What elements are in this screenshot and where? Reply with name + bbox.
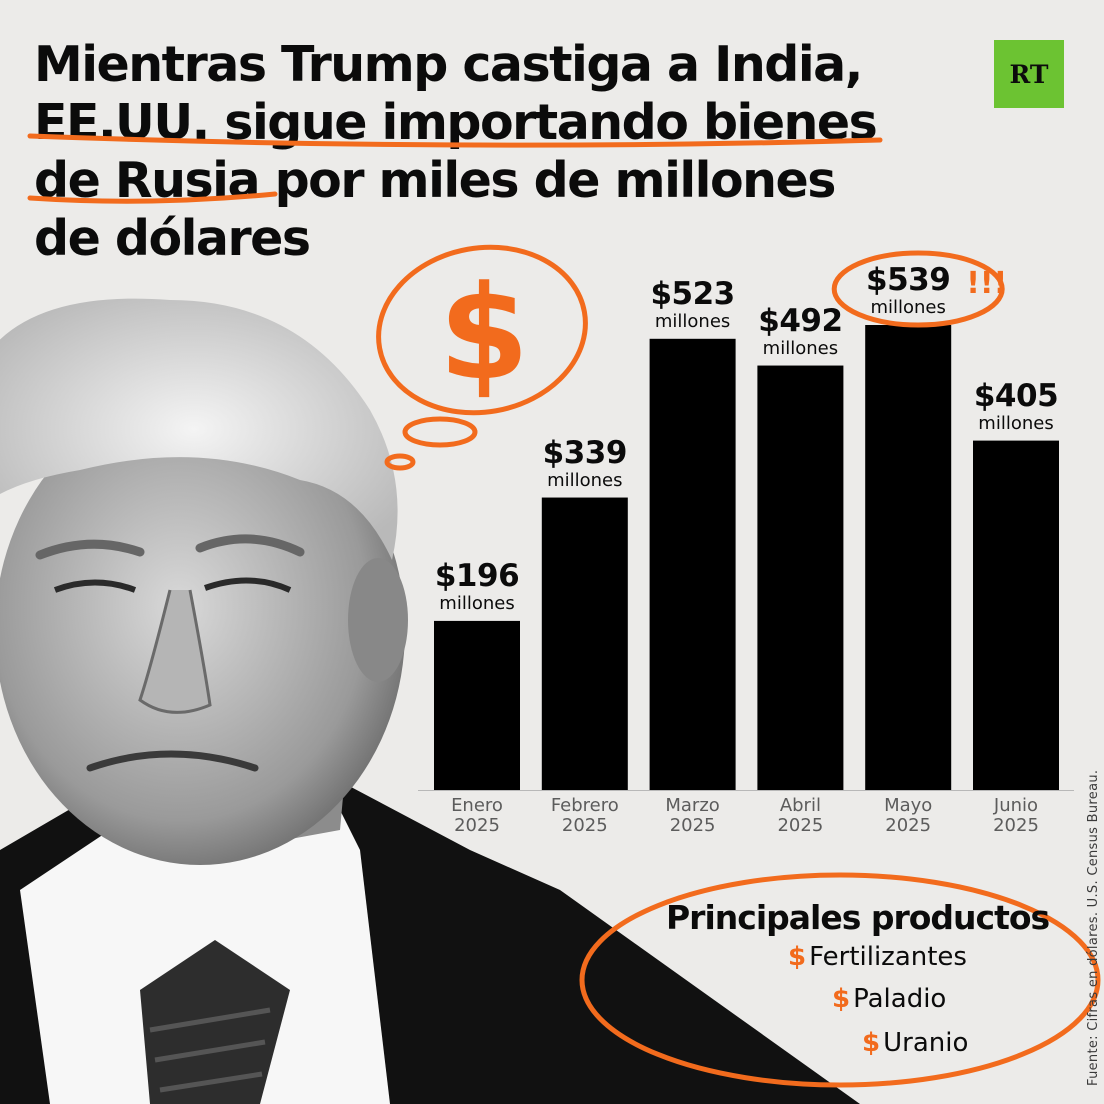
headline-line-1: Mientras Trump castiga a India, [34,36,863,93]
x-tick-label: Mayo 2025 [843,796,973,836]
bar-unit: millones [870,297,946,318]
x-tick-year: 2025 [993,815,1039,836]
dollar-icon: $ [788,942,807,972]
bar-value-label: $539 millones [838,263,978,319]
bar-enero [434,620,520,790]
product-label: Paladio [853,984,947,1014]
bar-value: $196 [434,557,520,594]
bar-value: $405 [973,377,1059,414]
x-tick-year: 2025 [885,815,932,836]
x-tick-year: 2025 [454,815,500,836]
x-tick-label: Enero 2025 [412,796,542,836]
bar-unit: millones [547,469,623,491]
bar-abril [757,365,844,790]
bar-marzo [649,338,736,790]
products-title: Principales productos [666,898,1050,937]
bar-value-label: $405 millones [946,379,1086,435]
highlight-oval [831,250,1005,328]
bar-unit: millones [978,412,1054,434]
x-tick-month: Mayo [884,795,933,816]
thought-bubble-dot-large [402,416,478,448]
x-tick-month: Febrero [550,795,619,816]
thought-bubble-dot-small [384,453,416,471]
product-item: $ Uranio [862,1028,968,1058]
headline-underline-1 [27,133,883,148]
headline-underline-2 [27,191,278,204]
x-tick-year: 2025 [669,815,716,836]
product-label: Fertilizantes [809,942,967,972]
dollar-doodle-icon: $ [439,257,529,409]
rt-logo: RT [994,40,1064,108]
bar-value: $339 [542,434,628,471]
source-note: Fuente: Cifras en dólares. U.S. Census B… [1086,769,1101,1086]
bar-value: $492 [758,302,843,339]
x-tick-year: 2025 [777,815,824,836]
exclamation-icon: !!! [966,266,1007,301]
bar-unit: millones [762,337,839,359]
headline-line-4: de dólares [34,210,311,267]
product-label: Uranio [883,1028,969,1058]
bar-febrero [541,497,628,790]
bar-value: $523 [650,275,735,312]
headline-line-3: de Rusia por miles de millones [34,152,994,210]
headline: Mientras Trump castiga a India, EE.UU. s… [34,36,994,268]
product-item: $ Fertilizantes [788,942,967,972]
thought-bubble-circle [376,244,588,416]
bar-value-label: $196 millones [407,559,547,615]
bar-value-label: $492 millones [730,304,870,360]
bar-value-label: $339 millones [515,436,655,492]
x-tick-label: Abril 2025 [735,796,865,836]
dollar-icon: $ [862,1028,881,1058]
bar-mayo [865,325,952,790]
products-oval [579,872,1101,1088]
x-tick-month: Marzo [665,795,720,816]
bar-unit: millones [439,592,515,614]
product-item: $ Paladio [832,984,946,1014]
bar-unit: millones [654,310,731,332]
x-tick-label: Marzo 2025 [628,796,758,836]
x-tick-label: Junio 2025 [951,796,1081,836]
bar-value: $539 [866,262,951,298]
bar-junio [973,440,1059,790]
x-tick-month: Abril [779,795,821,816]
dollar-icon: $ [832,984,851,1014]
x-tick-month: Junio [993,795,1039,816]
portrait-photo [0,298,860,1104]
x-tick-month: Enero [451,795,503,816]
headline-line-3-rest: por miles de millones [259,152,837,209]
bar-value-label: $523 millones [623,277,763,333]
x-tick-year: 2025 [561,815,608,836]
x-tick-label: Febrero 2025 [520,796,650,836]
